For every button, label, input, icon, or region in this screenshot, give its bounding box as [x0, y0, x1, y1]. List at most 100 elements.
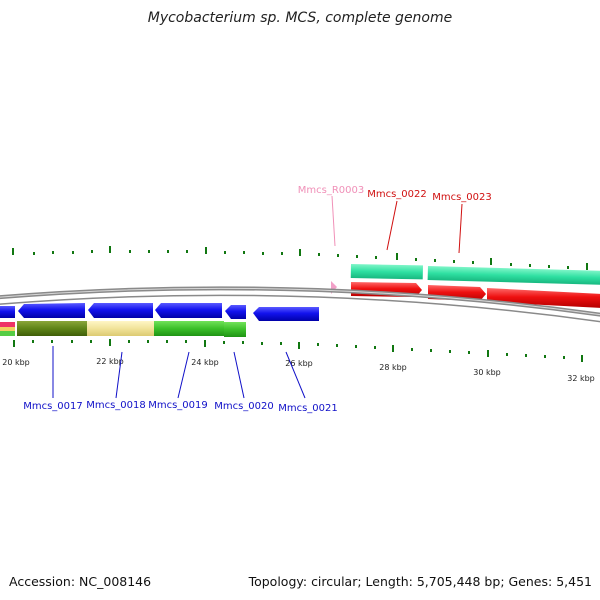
tick-mark — [375, 256, 377, 259]
tick-mark — [356, 255, 358, 258]
tick-mark — [90, 340, 92, 343]
kbp-label: 26 kbp — [285, 359, 313, 368]
tick-mark — [280, 342, 282, 345]
tick-mark — [298, 342, 300, 349]
length-value: 5,705,448 bp — [416, 574, 501, 589]
tick-mark — [224, 251, 226, 254]
tick-mark — [71, 340, 73, 343]
tick-mark — [525, 354, 527, 357]
cds-arrow-mmcs-0017[interactable] — [18, 303, 85, 318]
tick-mark — [567, 266, 569, 269]
gc-band-yellow[interactable] — [87, 321, 154, 336]
tick-mark — [72, 251, 74, 254]
tick-mark — [415, 258, 417, 261]
tick-mark — [12, 248, 14, 255]
genome-title: Mycobacterium sp. MCS, complete genome — [147, 10, 453, 26]
tick-mark — [396, 253, 398, 260]
tick-mark — [32, 340, 34, 343]
accession-value: NC_008146 — [79, 574, 152, 589]
reverse-strand-features — [0, 303, 319, 321]
gene-label-mmcs-0019[interactable]: Mmcs_0019 — [148, 400, 208, 411]
genome-backbone — [0, 286, 600, 323]
reverse-gene-labels: Mmcs_0017 Mmcs_0018 Mmcs_0019 Mmcs_0020 … — [23, 346, 338, 414]
kbp-label: 32 kbp — [567, 374, 595, 383]
tick-mark — [186, 250, 188, 253]
cds-arrow-left-edge[interactable] — [0, 306, 15, 318]
tick-mark — [52, 251, 54, 254]
leader-line — [115, 351, 123, 399]
tick-mark — [299, 249, 301, 256]
gene-label-mmcs-0023[interactable]: Mmcs_0023 — [432, 192, 492, 203]
tick-mark — [411, 348, 413, 351]
leader-line — [386, 200, 398, 251]
gene-label-mmcs-0022[interactable]: Mmcs_0022 — [367, 189, 427, 200]
tick-mark — [281, 252, 283, 255]
tick-mark — [33, 252, 35, 255]
tick-mark — [337, 254, 339, 257]
kbp-label: 28 kbp — [379, 363, 407, 372]
tick-mark — [91, 250, 93, 253]
gc-band-green-short[interactable] — [224, 322, 246, 337]
cds-arrow-mmcs-0019[interactable] — [155, 303, 222, 318]
tick-mark — [318, 253, 320, 256]
outer-tick-row — [12, 246, 588, 270]
tick-mark — [355, 345, 357, 348]
gc-band-olive[interactable] — [17, 321, 87, 336]
tick-mark — [453, 260, 455, 263]
gene-label-mmcs-0020[interactable]: Mmcs_0020 — [214, 401, 274, 412]
tick-mark — [506, 353, 508, 356]
tick-mark — [472, 261, 474, 264]
tick-mark — [128, 340, 130, 343]
feature-bar-mmcs-0023[interactable] — [427, 266, 600, 285]
tick-mark — [166, 340, 168, 343]
tick-mark — [185, 340, 187, 343]
leader-line — [233, 351, 245, 399]
tick-mark — [261, 342, 263, 345]
genes-label: Genes: — [508, 574, 553, 589]
tick-mark — [563, 356, 565, 359]
tick-mark — [581, 355, 583, 362]
accession-info: Accession: NC_008146 — [9, 574, 151, 589]
forward-gene-labels: Mmcs_R0003 Mmcs_0022 Mmcs_0023 — [298, 185, 492, 254]
tick-mark — [204, 340, 206, 347]
leader-line — [331, 195, 336, 247]
tick-mark — [586, 263, 588, 270]
topology-value: circular — [311, 574, 358, 589]
tick-mark — [148, 250, 150, 253]
gc-band-green[interactable] — [154, 321, 224, 336]
length-label: Length: — [365, 574, 413, 589]
tick-mark — [529, 264, 531, 267]
gene-label-mmcs-0017[interactable]: Mmcs_0017 — [23, 401, 83, 412]
feature-bar-mmcs-0022[interactable] — [350, 264, 423, 280]
tick-mark — [205, 247, 207, 254]
inner-tick-row — [13, 339, 583, 362]
kbp-label: 24 kbp — [191, 358, 219, 367]
tick-mark — [13, 340, 15, 347]
gene-label-mmcs-0021[interactable]: Mmcs_0021 — [278, 403, 338, 414]
tick-mark — [147, 340, 149, 343]
tick-mark — [242, 341, 244, 344]
gene-label-mmcs-r0003[interactable]: Mmcs_R0003 — [298, 185, 364, 196]
tick-mark — [223, 341, 225, 344]
cds-arrow-mmcs-0021[interactable] — [253, 307, 319, 321]
tick-mark — [434, 259, 436, 262]
gc-band — [0, 331, 15, 336]
tick-mark — [262, 252, 264, 255]
cds-arrow-mmcs-0020[interactable] — [225, 305, 246, 319]
gc-content-track — [0, 321, 246, 337]
tick-mark — [129, 250, 131, 253]
genome-stats: Topology: circular; Length: 5,705,448 bp… — [248, 574, 592, 589]
kbp-label: 30 kbp — [473, 368, 501, 377]
tick-mark — [167, 250, 169, 253]
gc-band — [0, 327, 15, 331]
accession-label: Accession: — [9, 574, 76, 589]
tick-mark — [430, 349, 432, 352]
gc-band — [0, 322, 15, 327]
leader-line — [177, 351, 190, 399]
gene-label-mmcs-0018[interactable]: Mmcs_0018 — [86, 400, 146, 411]
kbp-scale-labels: 20 kbp 22 kbp 24 kbp 26 kbp 28 kbp 30 kb… — [2, 357, 595, 383]
cds-arrow-mmcs-0018[interactable] — [88, 303, 153, 318]
tick-mark — [468, 351, 470, 354]
tick-mark — [510, 263, 512, 266]
